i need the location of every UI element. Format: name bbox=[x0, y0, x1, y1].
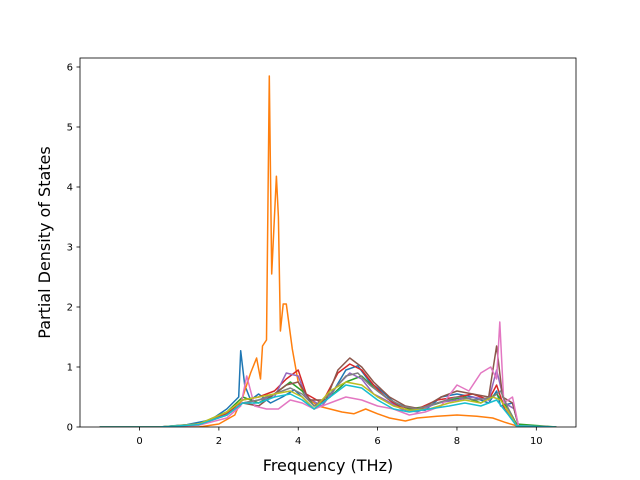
series-line-7 bbox=[99, 321, 557, 427]
y-tick-label: 2 bbox=[67, 303, 73, 314]
plot-frame bbox=[79, 57, 577, 428]
x-axis: 0 2 4 6 8 10 bbox=[136, 427, 543, 447]
x-tick-label: 2 bbox=[216, 436, 222, 447]
x-axis-label: Frequency (THz) bbox=[263, 456, 393, 475]
x-tick-label: 0 bbox=[136, 436, 142, 447]
series-line-3 bbox=[99, 375, 557, 427]
y-tick-label: 0 bbox=[67, 423, 73, 434]
series-line-2 bbox=[99, 75, 557, 427]
y-tick-label: 3 bbox=[67, 243, 73, 254]
y-tick-label: 5 bbox=[67, 123, 73, 134]
series-line-6 bbox=[99, 345, 557, 427]
x-tick-label: 4 bbox=[295, 436, 301, 447]
x-tick-label: 8 bbox=[454, 436, 460, 447]
y-axis: 0 1 2 3 4 5 6 bbox=[67, 63, 80, 434]
y-tick-label: 4 bbox=[67, 183, 73, 194]
series-line-1 bbox=[99, 350, 557, 427]
x-tick-label: 10 bbox=[530, 436, 543, 447]
y-axis-label: Partial Density of States bbox=[35, 146, 54, 338]
y-tick-label: 1 bbox=[67, 363, 73, 374]
y-tick-label: 6 bbox=[67, 63, 73, 74]
series-line-9 bbox=[99, 381, 557, 427]
series-layer bbox=[99, 75, 557, 427]
x-tick-label: 6 bbox=[374, 436, 380, 447]
series-line-10 bbox=[99, 384, 557, 427]
